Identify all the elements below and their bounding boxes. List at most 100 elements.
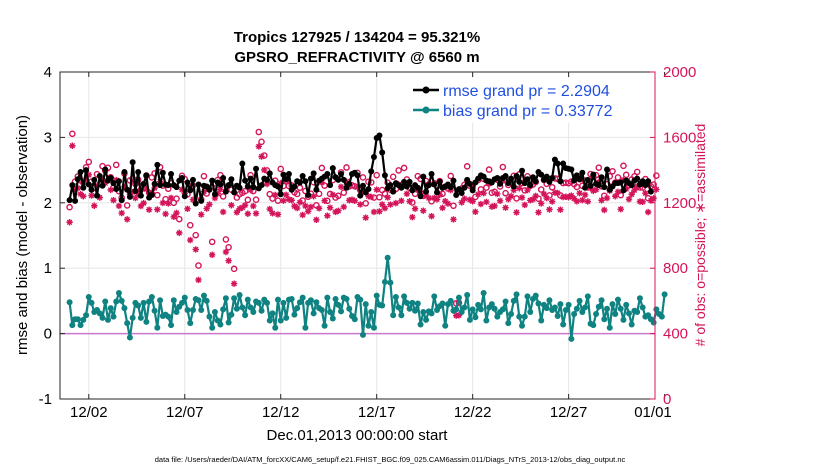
bias-marker (231, 295, 238, 302)
bias-marker (327, 309, 334, 316)
bias-marker (447, 297, 454, 304)
assimilated-marker (581, 191, 589, 198)
assimilated-marker (236, 205, 243, 212)
bias-marker (623, 301, 630, 308)
bias-marker (198, 307, 205, 314)
assimilated-marker (376, 208, 383, 215)
bias-marker (604, 305, 611, 312)
bias-marker (143, 318, 150, 325)
bias-marker (614, 296, 621, 303)
rmse-marker (135, 169, 142, 176)
assimilated-marker (576, 189, 583, 197)
assimilated-marker (513, 209, 520, 216)
possible-marker (277, 165, 285, 173)
rmse-marker (568, 166, 575, 173)
rmse-marker (80, 184, 87, 191)
rmse-marker (189, 176, 196, 183)
legend-box (408, 77, 651, 123)
right-tick-label: 0 (663, 391, 671, 408)
assimilated-marker (198, 211, 205, 218)
assimilated-marker (612, 193, 619, 200)
assimilated-marker (639, 198, 646, 206)
assimilated-marker (466, 196, 474, 203)
bias-marker (266, 317, 273, 324)
possible-marker (219, 193, 227, 200)
rmse-marker (264, 176, 271, 183)
bias-marker (121, 305, 128, 312)
left-tick-label: 0 (44, 326, 52, 343)
bias-marker (499, 306, 506, 313)
assimilated-marker (617, 205, 624, 213)
rmse-marker (165, 182, 172, 189)
possible-marker (376, 193, 383, 201)
bias-marker (324, 294, 331, 301)
bias-marker (170, 297, 177, 304)
assimilated-marker (69, 142, 76, 149)
bias-marker (390, 312, 397, 319)
possible-marker (315, 190, 323, 198)
rmse-marker (549, 174, 556, 181)
assimilated-marker (650, 195, 657, 202)
bias-marker (209, 324, 216, 331)
bias-marker (395, 304, 402, 311)
possible-marker (252, 196, 260, 203)
assimilated-marker (653, 186, 660, 193)
possible-marker (85, 158, 93, 166)
assimilated-marker (455, 312, 463, 319)
assimilated-marker (623, 185, 630, 193)
assimilated-marker (159, 199, 167, 207)
possible-marker (255, 128, 263, 136)
chart-subtitle: GPSRO_REFRACTIVITY @ 6560 m (234, 49, 479, 66)
rmse-marker (398, 184, 405, 191)
assimilated-marker (351, 197, 358, 205)
assimilated-marker (480, 189, 487, 197)
bias-marker (590, 322, 597, 329)
bias-marker (85, 293, 92, 300)
possible-marker (66, 203, 73, 211)
bias-marker (546, 297, 553, 304)
possible-marker (622, 171, 630, 179)
assimilated-marker (422, 191, 430, 199)
rmse-marker (228, 176, 235, 183)
rmse-marker (324, 171, 331, 178)
assimilated-marker (296, 199, 304, 206)
assimilated-marker (102, 179, 109, 187)
rmse-marker (115, 178, 122, 185)
bias-marker (313, 299, 320, 306)
bias-marker (601, 316, 608, 323)
assimilated-marker (277, 180, 284, 187)
assimilated-marker (145, 206, 153, 213)
assimilated-marker (488, 203, 496, 210)
rmse-marker (381, 172, 388, 179)
assimilated-marker (219, 208, 227, 216)
assimilated-marker (337, 183, 345, 190)
rmse-marker (225, 182, 232, 189)
rmse-marker (620, 187, 627, 194)
assimilated-marker (110, 196, 117, 204)
rmse-marker (368, 168, 375, 175)
left-tick-label: 1 (44, 260, 52, 277)
assimilated-marker (474, 191, 482, 198)
assimilated-marker (302, 202, 309, 210)
rmse-marker (560, 160, 567, 167)
rmse-marker (236, 184, 243, 191)
legend-bias-marker (422, 106, 430, 114)
assimilated-marker (315, 205, 323, 212)
rmse-marker (181, 193, 188, 200)
bias-marker (401, 293, 408, 300)
bias-marker (115, 290, 122, 297)
assimilated-marker (85, 171, 92, 179)
bias-marker (66, 299, 73, 306)
bias-marker (107, 305, 114, 312)
possible-marker (463, 163, 471, 170)
bias-marker (562, 307, 569, 314)
series-rmse (66, 132, 654, 207)
assimilated-marker (176, 229, 183, 237)
bias-marker (521, 313, 528, 320)
rmse-marker (357, 192, 364, 199)
possible-marker (195, 262, 202, 269)
bias-marker (321, 322, 328, 329)
assimilated-marker (529, 196, 537, 203)
rmse-marker (277, 191, 284, 198)
